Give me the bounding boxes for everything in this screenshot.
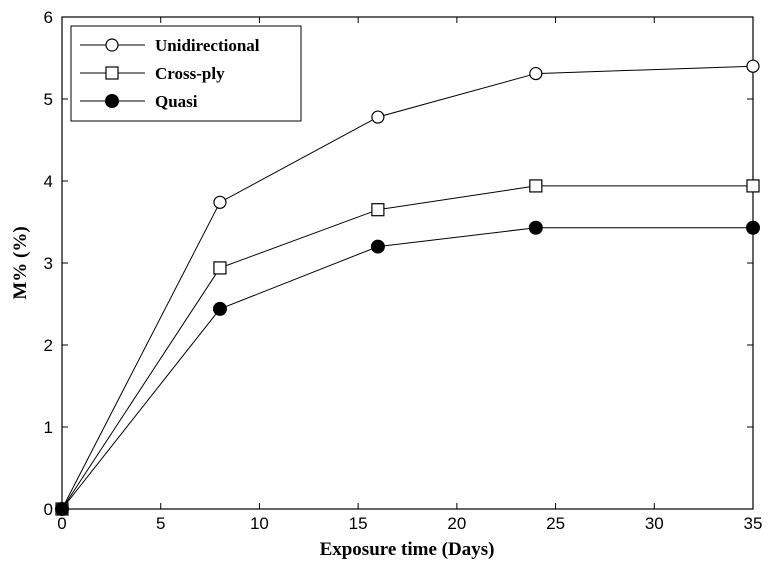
series-line-cross-ply xyxy=(61,185,753,510)
legend-label: Cross-ply xyxy=(155,64,225,83)
y-tick-label: 1 xyxy=(44,418,53,437)
legend-label: Quasi xyxy=(155,92,198,111)
data-point-quasi xyxy=(528,220,543,235)
axis-ticks: 0 5 10 15 20 25 30 35 0 1 2 3 4 5 6 xyxy=(44,8,763,533)
legend: Unidirectional Cross-ply Quasi xyxy=(70,25,302,122)
data-point-unidirectional xyxy=(371,110,385,124)
x-tick-label: 10 xyxy=(250,514,269,533)
y-tick-label: 4 xyxy=(44,172,53,191)
data-point-quasi xyxy=(370,239,385,254)
x-tick-label: 30 xyxy=(645,514,664,533)
data-point-unidirectional xyxy=(213,195,227,209)
data-point-quasi xyxy=(746,220,760,235)
y-tick-label: 6 xyxy=(44,8,53,27)
data-markers xyxy=(55,59,760,516)
x-tick-label: 15 xyxy=(349,514,368,533)
data-point-quasi xyxy=(55,502,69,516)
y-tick-label: 5 xyxy=(44,90,53,109)
legend-label: Unidirectional xyxy=(155,36,260,55)
legend-marker xyxy=(105,94,119,108)
data-point-cross-ply xyxy=(213,261,227,275)
y-tick-label: 0 xyxy=(44,500,53,519)
data-point-cross-ply xyxy=(529,179,543,193)
legend-marker xyxy=(105,66,119,80)
series-line-quasi xyxy=(61,227,753,510)
y-tick-label: 3 xyxy=(44,254,53,273)
x-axis-label: Exposure time (Days) xyxy=(320,539,495,560)
series-lines xyxy=(61,65,754,510)
y-axis-label: M% (%) xyxy=(10,226,31,299)
x-tick-label: 5 xyxy=(156,514,165,533)
legend-marker xyxy=(105,38,119,52)
data-point-unidirectional xyxy=(746,59,760,73)
y-tick-label: 2 xyxy=(44,336,53,355)
x-tick-label: 35 xyxy=(744,514,763,533)
x-tick-label: 0 xyxy=(57,514,66,533)
data-point-quasi xyxy=(212,301,227,316)
x-tick-label: 20 xyxy=(447,514,466,533)
series-line-unidirectional xyxy=(61,65,754,510)
data-point-cross-ply xyxy=(371,203,385,217)
data-point-unidirectional xyxy=(529,66,543,81)
data-point-cross-ply xyxy=(746,179,760,193)
x-tick-label: 25 xyxy=(546,514,565,533)
